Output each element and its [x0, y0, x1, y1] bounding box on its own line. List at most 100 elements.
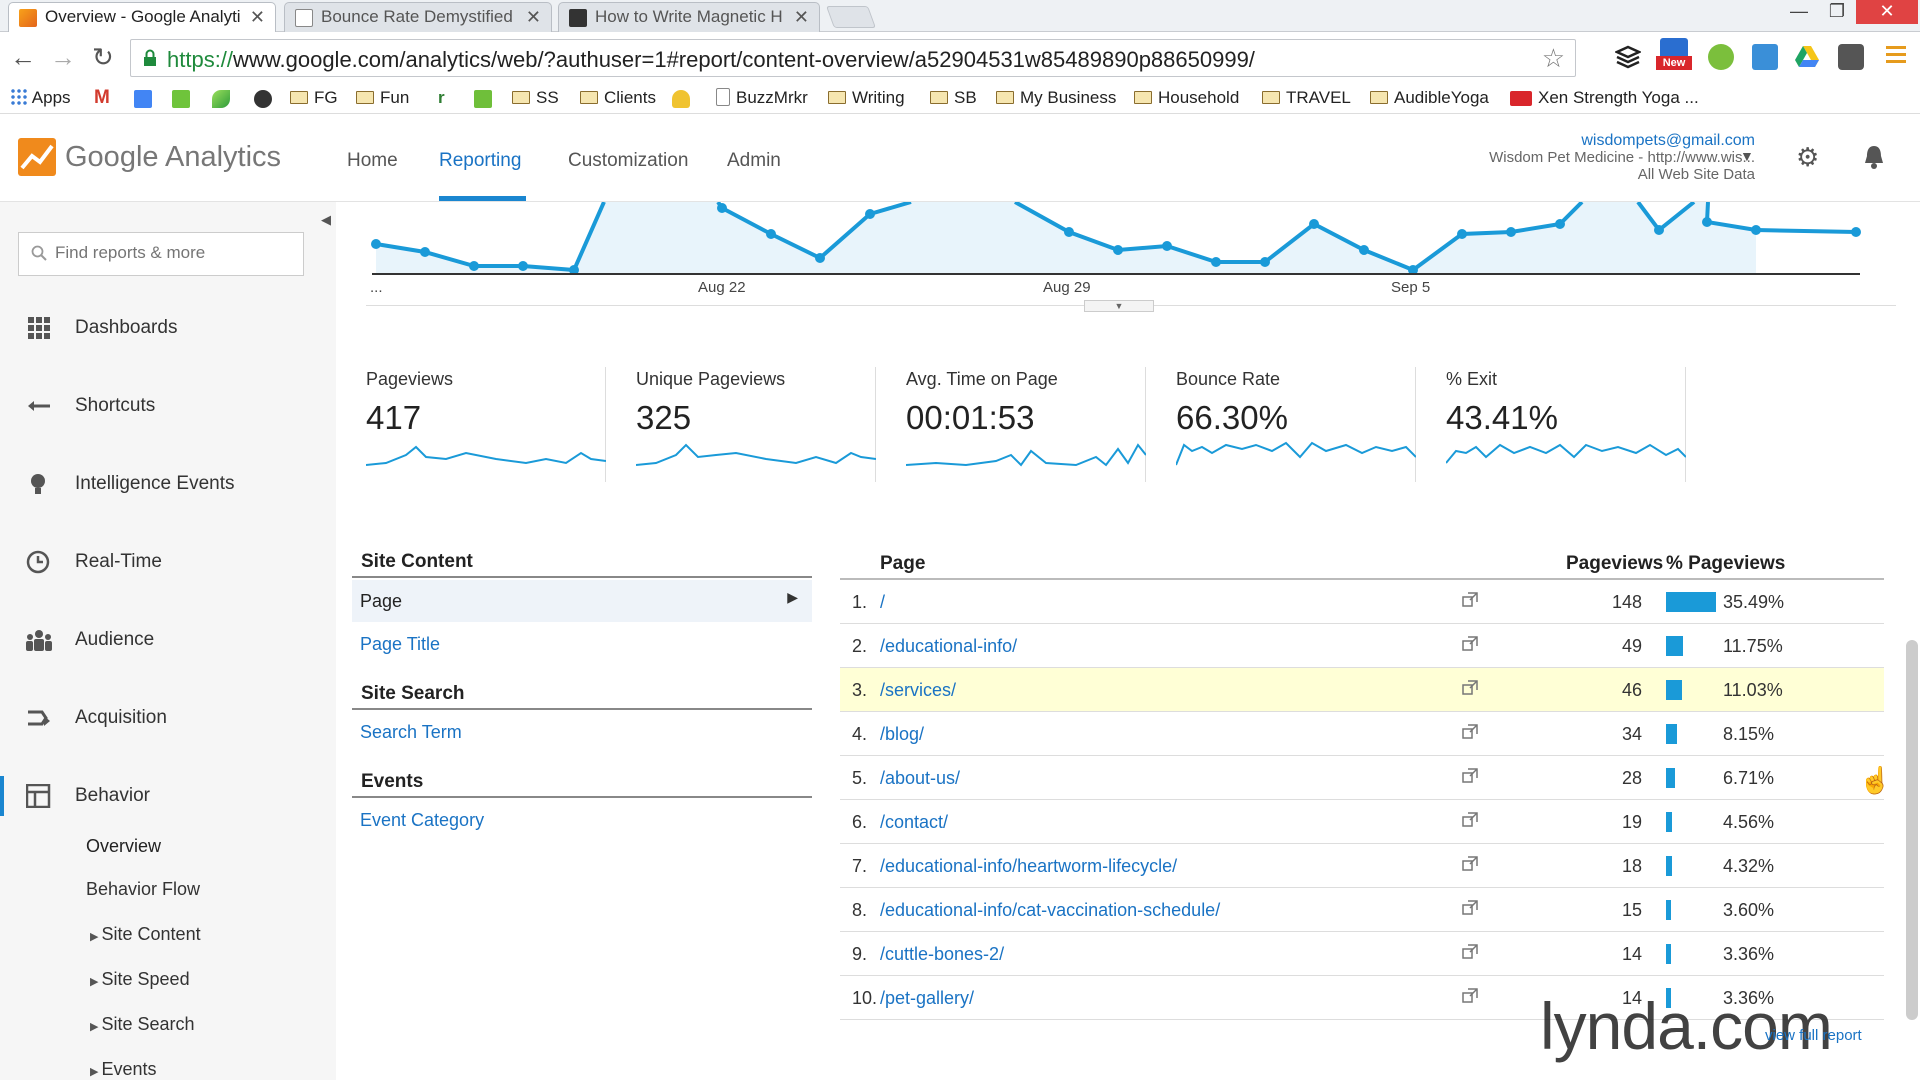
sidebar-item-real-time[interactable]: Real-Time — [0, 542, 336, 582]
gear-icon[interactable]: ⚙ — [1796, 142, 1820, 172]
sidebar-item-acquisition[interactable]: Acquisition — [0, 698, 336, 738]
close-tab-icon[interactable]: ✕ — [793, 7, 809, 27]
bookmark-writing[interactable]: Writing — [828, 88, 905, 108]
report-search[interactable] — [18, 232, 304, 276]
row-page-link[interactable]: /services/ — [880, 680, 957, 700]
bookmark-fg[interactable]: FG — [290, 88, 338, 108]
table-row[interactable]: 2. /educational-info/49 11.75% — [840, 624, 1884, 668]
menu-icon[interactable] — [1886, 44, 1912, 70]
col-header-page[interactable]: Page — [880, 553, 926, 574]
open-page-icon[interactable] — [1462, 900, 1478, 916]
sidebar-item-dashboards[interactable]: Dashboards — [0, 308, 336, 348]
row-page-link[interactable]: /about-us/ — [880, 768, 961, 788]
account-selector[interactable]: wisdompets@gmail.com Wisdom Pet Medicine… — [1489, 132, 1755, 183]
bookmark-household[interactable]: Household — [1134, 88, 1239, 108]
bookmark-audibleyoga[interactable]: AudibleYoga — [1370, 88, 1489, 108]
sidebar-sub-site-content[interactable]: ▶ Site Content — [90, 924, 201, 945]
sidebar-sub-overview[interactable]: Overview — [86, 836, 162, 856]
buffer-extension-icon[interactable] — [1613, 44, 1643, 70]
gmail-icon[interactable]: M — [94, 87, 110, 108]
sidebar-item-intelligence-events[interactable]: Intelligence Events — [0, 464, 336, 504]
bookmark-buzzmrkr[interactable]: BuzzMrkr — [716, 88, 808, 108]
back-icon[interactable]: ← — [10, 42, 36, 72]
bookmark-ss[interactable]: SS — [512, 88, 559, 108]
dimension-event-category[interactable]: Event Category — [360, 810, 485, 830]
new-tab-button[interactable] — [825, 6, 877, 28]
bookmark-sb[interactable]: SB — [930, 88, 977, 108]
col-header-pct-pageviews[interactable]: % Pageviews — [1666, 553, 1786, 574]
snowflake-extension-icon[interactable] — [1752, 44, 1778, 70]
metric-bounce-rate[interactable]: Bounce Rate 66.30% — [1146, 367, 1416, 482]
tab-bounce-rate[interactable]: Bounce Rate Demystified ✕ — [284, 2, 552, 32]
open-page-icon[interactable] — [1462, 592, 1478, 608]
table-row[interactable]: 3. /services/46 11.03% — [840, 668, 1884, 712]
bookmark-star-icon[interactable]: ☆ — [1541, 43, 1565, 73]
row-page-link[interactable]: /educational-info/heartworm-lifecycle/ — [880, 856, 1178, 876]
dimension-page-title[interactable]: Page Title — [360, 634, 441, 654]
r-app-icon[interactable]: r — [438, 88, 445, 107]
sidebar-item-shortcuts[interactable]: Shortcuts — [0, 386, 336, 426]
col-header-pageviews[interactable]: Pageviews — [1566, 553, 1664, 574]
restore-icon[interactable]: ❐ — [1828, 1, 1846, 21]
open-page-icon[interactable] — [1462, 856, 1478, 872]
table-row[interactable]: 10./pet-gallery/14 3.36% — [840, 976, 1884, 1020]
open-page-icon[interactable] — [1462, 988, 1478, 1004]
open-page-icon[interactable] — [1462, 768, 1478, 784]
table-row[interactable]: 1. / 148 35.49% — [840, 580, 1884, 624]
row-page-link[interactable]: /educational-info/cat-vaccination-schedu… — [880, 900, 1221, 920]
metric-exit-rate[interactable]: % Exit 43.41% — [1416, 367, 1686, 482]
evernote-extension-icon[interactable] — [1708, 44, 1734, 70]
nav-home[interactable]: Home — [347, 150, 398, 171]
row-page-link[interactable]: /pet-gallery/ — [880, 988, 975, 1008]
dimension-search-term[interactable]: Search Term — [360, 722, 462, 742]
sidebar-item-behavior[interactable]: Behavior — [0, 776, 336, 816]
green-app-icon[interactable] — [172, 90, 190, 108]
sidebar-sub-site-speed[interactable]: ▶ Site Speed — [90, 969, 190, 990]
bookmark-apps[interactable]: Apps — [10, 88, 71, 108]
google-plus-icon[interactable] — [134, 90, 152, 108]
minimize-icon[interactable]: — — [1790, 1, 1808, 21]
address-bar[interactable]: https://www.google.com/analytics/web/?au… — [130, 39, 1576, 77]
sidebar-item-audience[interactable]: Audience — [0, 620, 336, 660]
open-page-icon[interactable] — [1462, 944, 1478, 960]
open-page-icon[interactable] — [1462, 680, 1478, 696]
tab-overview[interactable]: Overview - Google Analyti ✕ — [8, 2, 276, 32]
close-window-icon[interactable]: ✕ — [1856, 0, 1918, 24]
row-page-link[interactable]: / — [880, 592, 886, 612]
row-page-link[interactable]: /cuttle-bones-2/ — [880, 944, 1005, 964]
close-tab-icon[interactable]: ✕ — [525, 7, 541, 27]
table-row[interactable]: 6. /contact/19 4.56% — [840, 800, 1884, 844]
ufo-app-icon[interactable] — [672, 90, 690, 108]
bell-icon[interactable] — [1862, 144, 1886, 170]
page-scrollbar[interactable] — [1906, 640, 1918, 1020]
leaf-icon[interactable] — [212, 90, 230, 108]
reload-icon[interactable]: ↻ — [92, 42, 114, 72]
row-page-link[interactable]: /educational-info/ — [880, 636, 1018, 656]
table-row[interactable]: 8. /educational-info/cat-vaccination-sche… — [840, 888, 1884, 932]
tools-extension-icon[interactable] — [1838, 44, 1864, 70]
tab-magnetic-headlines[interactable]: How to Write Magnetic H ✕ — [558, 2, 820, 32]
chart-expand-handle[interactable]: ▼ — [1084, 300, 1154, 312]
bookmark-my-business[interactable]: My Business — [996, 88, 1116, 108]
metric-unique-pageviews[interactable]: Unique Pageviews 325 — [606, 367, 876, 482]
collapse-sidebar-icon[interactable]: ◀ — [321, 212, 331, 227]
nav-reporting[interactable]: Reporting — [439, 150, 522, 171]
view-full-report-link[interactable]: view full report — [1765, 1027, 1862, 1044]
dark-app-icon[interactable] — [254, 90, 272, 108]
calendar-extension-icon[interactable]: New — [1656, 38, 1692, 72]
table-row[interactable]: 5. /about-us/28 6.71% — [840, 756, 1884, 800]
table-row[interactable]: 7. /educational-info/heartworm-lifecycle/… — [840, 844, 1884, 888]
nav-admin[interactable]: Admin — [727, 150, 781, 171]
dimension-page[interactable]: Page ▶ — [352, 580, 812, 622]
account-dropdown-icon[interactable]: ▼ — [1740, 148, 1754, 164]
sidebar-sub-events[interactable]: ▶ Events — [90, 1059, 157, 1080]
h-app-icon[interactable] — [474, 90, 492, 108]
bookmark-travel[interactable]: TRAVEL — [1262, 88, 1351, 108]
bookmark-clients[interactable]: Clients — [580, 88, 656, 108]
row-page-link[interactable]: /blog/ — [880, 724, 925, 744]
forward-icon[interactable]: → — [50, 42, 76, 72]
table-row[interactable]: 4. /blog/34 8.15% — [840, 712, 1884, 756]
drive-extension-icon[interactable] — [1794, 44, 1820, 70]
sidebar-sub-site-search[interactable]: ▶ Site Search — [90, 1014, 195, 1035]
open-page-icon[interactable] — [1462, 724, 1478, 740]
